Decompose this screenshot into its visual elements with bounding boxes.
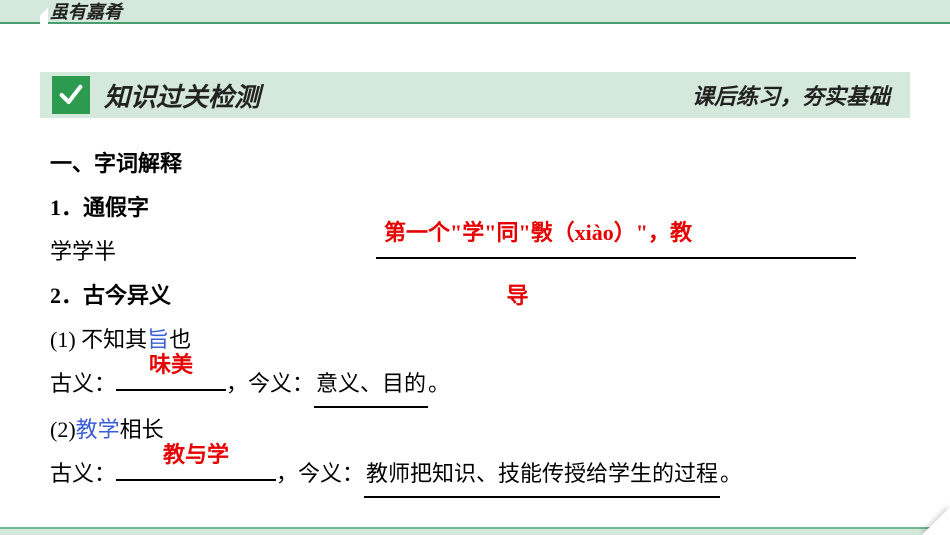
q2-2-ancient-blank: 教与学 — [116, 455, 276, 481]
top-header-bar: 虽有嘉肴 — [0, 0, 950, 24]
modern-label-2: ，今义： — [276, 452, 364, 496]
period-2: 。 — [720, 452, 742, 496]
section-title: 知识过关检测 — [104, 77, 260, 114]
part-heading: 一、字词解释 — [50, 142, 900, 186]
q1-answer-blank: 第一个"学"同"斅（xiào）"，教 — [376, 233, 856, 259]
section-subtitle: 课后练习，夯实基础 — [692, 79, 890, 111]
q2-2-ancient-answer: 教与学 — [116, 433, 276, 477]
q1-text: 学学半 — [50, 230, 116, 274]
lesson-title: 虽有嘉肴 — [50, 0, 122, 24]
footer-bar — [0, 527, 950, 535]
q1-answer-text: 第一个"学"同"斅（xiào）"，教 — [384, 211, 692, 255]
q1-answer-overflow: 导 — [507, 274, 529, 318]
q2-1-ancient-blank: 味美 — [116, 365, 226, 391]
section-header: 知识过关检测 课后练习，夯实基础 — [40, 72, 910, 118]
q2-1-modern: 意义、目的 — [314, 362, 428, 408]
q2-1-ancient-answer: 味美 — [116, 343, 226, 387]
top-corner-cut — [40, 0, 48, 24]
q2-2-answer-row: 古义： 教与学 ，今义： 教师把知识、技能传授给学生的过程 。 — [50, 452, 900, 498]
q1-row: 学学半 第一个"学"同"斅（xiào）"，教 — [50, 230, 900, 274]
q2-heading: 2．古今异义 — [50, 274, 171, 318]
page-fold-icon — [922, 507, 950, 535]
content-area: 一、字词解释 1．通假字 学学半 第一个"学"同"斅（xiào）"，教 2．古今… — [0, 118, 950, 498]
modern-label: ，今义： — [226, 362, 314, 406]
q2-2-prefix: (2) — [50, 408, 76, 452]
checkmark-icon — [52, 76, 90, 114]
q2-2-modern: 教师把知识、技能传授给学生的过程 — [364, 452, 720, 498]
period: 。 — [428, 362, 450, 406]
ancient-label-2: 古义： — [50, 452, 116, 496]
ancient-label: 古义： — [50, 362, 116, 406]
q2-1-answer-row: 古义： 味美 ，今义： 意义、目的 。 — [50, 362, 900, 408]
q2-2-keyword: 教学 — [76, 408, 120, 452]
